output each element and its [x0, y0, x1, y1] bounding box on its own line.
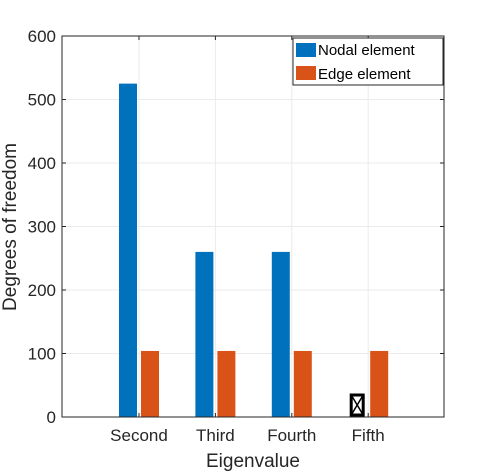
- x-tick-label: Fifth: [352, 426, 385, 445]
- bar-nodal: [195, 251, 214, 417]
- y-tick-label: 500: [28, 91, 56, 110]
- x-axis-ticks: Second Third Fourth Fifth: [110, 36, 385, 445]
- bar-edge: [293, 350, 312, 417]
- legend-label-nodal: Nodal element: [318, 42, 416, 59]
- x-tick-label: Third: [196, 426, 235, 445]
- y-tick-label: 200: [28, 281, 56, 300]
- y-tick-label: 100: [28, 345, 56, 364]
- bar-nodal: [119, 83, 137, 417]
- y-tick-label: 300: [28, 218, 56, 237]
- legend-swatch-edge: [296, 66, 316, 80]
- x-axis-title: Eigenvalue: [206, 451, 300, 472]
- bars: [119, 83, 389, 417]
- crossed-box-diagonal: [350, 394, 364, 416]
- y-tick-label: 0: [47, 408, 56, 427]
- bar-edge: [370, 350, 389, 417]
- y-axis-title: Degrees of freedom: [0, 143, 21, 311]
- legend: Nodal element Edge element: [292, 37, 444, 86]
- bar-edge: [217, 350, 236, 417]
- missing-value-marker: [349, 393, 365, 417]
- y-axis-ticks: 0 100 200 300 400 500 600: [28, 27, 444, 427]
- legend-swatch-nodal: [296, 43, 316, 57]
- x-tick-label: Fourth: [267, 426, 316, 445]
- legend-box: [292, 37, 444, 86]
- x-tick-label: Second: [110, 426, 168, 445]
- y-tick-label: 400: [28, 154, 56, 173]
- y-tick-label: 600: [28, 27, 56, 46]
- legend-label-edge: Edge element: [318, 66, 411, 83]
- bar-edge: [141, 350, 159, 417]
- crossed-box-icon: [349, 393, 365, 417]
- bar-nodal: [271, 251, 290, 417]
